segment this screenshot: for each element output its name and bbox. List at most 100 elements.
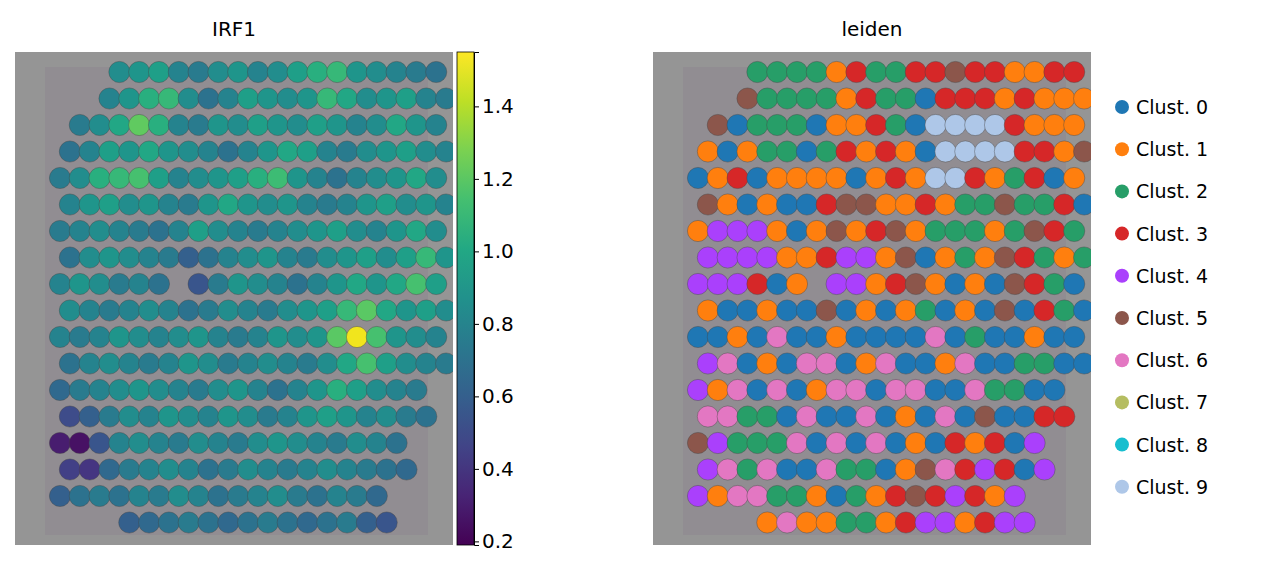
spot (139, 141, 160, 162)
spot (994, 88, 1015, 109)
spot (317, 247, 338, 268)
spot (267, 432, 288, 453)
spot (737, 247, 758, 268)
spot (426, 326, 447, 347)
spot (406, 114, 427, 135)
spot (905, 61, 926, 82)
spot (109, 61, 130, 82)
spot (866, 379, 887, 400)
spot (168, 220, 189, 241)
spot (228, 114, 249, 135)
legend-swatch (1115, 311, 1129, 325)
spot (727, 432, 748, 453)
spot (238, 300, 259, 321)
spot (416, 353, 437, 374)
spot (816, 459, 837, 480)
spot (796, 300, 817, 321)
spot (356, 247, 377, 268)
spot (965, 167, 986, 188)
spot (257, 141, 278, 162)
spot (1014, 459, 1035, 480)
spot (786, 114, 807, 135)
spot (895, 353, 916, 374)
tick-label: 0.2 (482, 529, 514, 553)
spot (866, 220, 887, 241)
tick: 1.2 (474, 167, 514, 191)
spot (267, 326, 288, 347)
spot (119, 353, 140, 374)
spot (786, 326, 807, 347)
spot (786, 485, 807, 506)
spot (69, 379, 90, 400)
spot (376, 406, 397, 427)
spot (366, 273, 387, 294)
spot (109, 273, 130, 294)
spot (218, 88, 239, 109)
spot (356, 512, 377, 533)
spot (79, 194, 100, 215)
spot (376, 141, 397, 162)
spot (228, 167, 249, 188)
spot (757, 247, 778, 268)
spot (99, 459, 120, 480)
spot (297, 406, 318, 427)
spot (287, 167, 308, 188)
spot (796, 88, 817, 109)
spot (697, 141, 718, 162)
spot (228, 485, 249, 506)
spot (895, 88, 916, 109)
spot (287, 432, 308, 453)
spot (876, 300, 897, 321)
spot (984, 220, 1005, 241)
spot (945, 273, 966, 294)
spot (238, 512, 259, 533)
spot (139, 459, 160, 480)
spot (1034, 194, 1055, 215)
spot (297, 141, 318, 162)
spot (99, 247, 120, 268)
spot (49, 220, 70, 241)
spot (188, 273, 209, 294)
spot (307, 379, 328, 400)
spot (297, 247, 318, 268)
spot (1014, 300, 1035, 321)
spot (99, 141, 120, 162)
spot (717, 353, 738, 374)
spot (109, 326, 130, 347)
spot (416, 141, 437, 162)
tick-label: 0.8 (482, 312, 514, 336)
spot (89, 485, 110, 506)
tick-mark (474, 396, 479, 397)
spot (925, 61, 946, 82)
spot (59, 300, 80, 321)
spot (965, 432, 986, 453)
spot (69, 432, 90, 453)
spot (1054, 247, 1075, 268)
spot (826, 326, 847, 347)
spot (816, 353, 837, 374)
legend-swatch (1115, 480, 1129, 494)
spot (777, 353, 798, 374)
colorbar: 0.20.40.60.81.01.21.4 (457, 52, 514, 553)
spot (317, 459, 338, 480)
spot (139, 88, 160, 109)
spot (406, 220, 427, 241)
spot (876, 353, 897, 374)
spot (737, 141, 758, 162)
spot (436, 141, 454, 162)
spot (1054, 406, 1075, 427)
spot (836, 247, 857, 268)
tick-mark (474, 179, 479, 180)
spot (426, 273, 447, 294)
legend-label: Clust. 4 (1136, 265, 1208, 287)
spot (806, 326, 827, 347)
spot (366, 432, 387, 453)
spot (856, 194, 877, 215)
spot (767, 167, 788, 188)
legend-label: Clust. 6 (1136, 349, 1208, 371)
spot (747, 220, 768, 241)
spot (965, 61, 986, 82)
spot (218, 194, 239, 215)
spot (925, 379, 946, 400)
spot (208, 432, 229, 453)
